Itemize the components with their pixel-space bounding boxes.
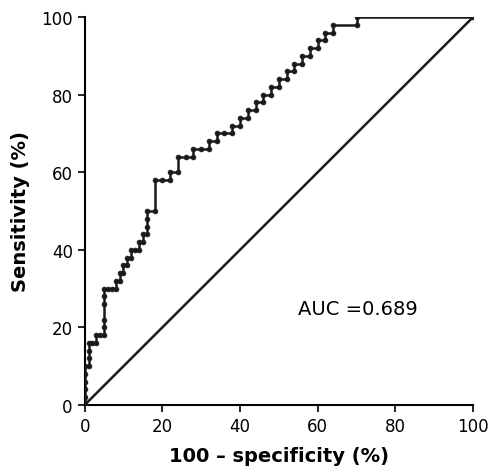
X-axis label: 100 – specificity (%): 100 – specificity (%) (169, 446, 389, 465)
Text: AUC =0.689: AUC =0.689 (298, 299, 418, 318)
Y-axis label: Sensitivity (%): Sensitivity (%) (11, 131, 30, 292)
